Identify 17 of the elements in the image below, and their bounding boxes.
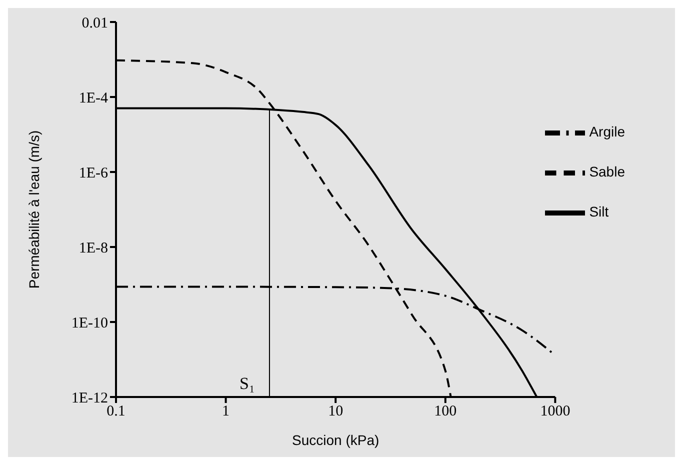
x-axis-title: Succion (kPa)	[292, 432, 380, 448]
y-tick-label: 1E-6	[78, 165, 108, 182]
y-tick-label: 1E-10	[71, 315, 108, 332]
x-tick-label: 0.1	[106, 404, 126, 420]
legend-label: Argile	[589, 123, 625, 140]
ref-line-label: S₁	[239, 374, 255, 393]
y-tick-label: 1E-4	[78, 90, 108, 106]
x-tick-label: 100	[434, 404, 457, 420]
x-tick-label: 1000	[540, 404, 570, 420]
x-tick-label: 10	[328, 404, 344, 420]
y-tick-label: 1E-8	[78, 240, 108, 256]
legend-label: Sable	[589, 163, 625, 180]
legend-label: Silt	[589, 203, 609, 220]
x-tick-label: 1	[222, 404, 230, 420]
y-axis-title: Perméabilité à l'eau (m/s)	[26, 130, 42, 289]
y-tick-label: 1E-12	[71, 390, 108, 406]
y-tick-label: 0.01	[82, 15, 108, 32]
